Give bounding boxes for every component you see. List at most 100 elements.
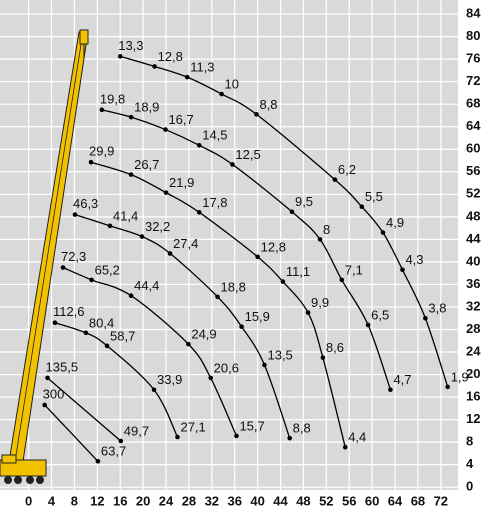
load-point [175, 435, 180, 440]
load-label: 12,8 [158, 49, 183, 64]
x-tick-label: 0 [25, 493, 32, 508]
boom-head [80, 30, 88, 44]
load-point [84, 331, 89, 336]
load-label: 1,9 [451, 369, 469, 384]
y-tick-label: 48 [466, 208, 480, 223]
x-tick-label: 48 [296, 493, 310, 508]
load-label: 33,9 [157, 372, 182, 387]
load-label: 13,5 [267, 347, 292, 362]
load-label: 44,4 [134, 278, 159, 293]
y-tick-label: 60 [466, 141, 480, 156]
load-label: 32,2 [145, 219, 170, 234]
load-label: 12,8 [261, 239, 286, 254]
load-label: 58,7 [110, 328, 135, 343]
load-label: 8,8 [293, 421, 311, 436]
x-tick-label: 12 [90, 493, 104, 508]
load-point [262, 363, 267, 368]
load-label: 8,6 [326, 340, 344, 355]
load-point [45, 376, 50, 381]
y-tick-label: 84 [466, 6, 481, 21]
load-point [360, 204, 365, 209]
load-point [140, 234, 145, 239]
load-label: 29,9 [89, 144, 114, 159]
load-label: 7,1 [345, 262, 363, 277]
load-label: 21,9 [169, 175, 194, 190]
wheel [36, 476, 44, 484]
x-tick-label: 72 [434, 493, 448, 508]
load-point [96, 459, 101, 464]
load-point [219, 92, 224, 97]
y-tick-label: 28 [466, 321, 480, 336]
load-point [208, 376, 213, 381]
load-point [290, 209, 295, 214]
load-point [230, 162, 235, 167]
y-tick-label: 80 [466, 28, 480, 43]
y-tick-label: 52 [466, 186, 480, 201]
load-label: 4,4 [348, 430, 366, 445]
load-point [400, 267, 405, 272]
x-tick-label: 16 [113, 493, 127, 508]
load-label: 46,3 [73, 196, 98, 211]
load-label: 4,3 [405, 252, 423, 267]
load-point [53, 320, 58, 325]
load-label: 18,8 [221, 279, 246, 294]
load-point [197, 210, 202, 215]
load-label: 26,7 [134, 157, 159, 172]
load-point [215, 295, 220, 300]
load-label: 5,5 [365, 189, 383, 204]
x-tick-label: 20 [136, 493, 150, 508]
load-label: 15,9 [245, 309, 270, 324]
load-label: 9,5 [295, 194, 313, 209]
load-label: 41,4 [113, 208, 138, 223]
load-point [61, 265, 66, 270]
load-label: 112,6 [53, 304, 85, 319]
load-point [381, 230, 386, 235]
load-point [100, 108, 105, 113]
load-point [287, 436, 292, 441]
load-point [168, 251, 173, 256]
y-tick-label: 32 [466, 298, 480, 313]
load-label: 14,5 [202, 128, 227, 143]
load-point [234, 434, 239, 439]
wheel [4, 476, 12, 484]
load-label: 49,7 [124, 423, 149, 438]
load-label: 13,3 [118, 38, 143, 53]
load-point [388, 387, 393, 392]
load-label: 65,2 [95, 262, 120, 277]
load-label: 18,9 [134, 100, 159, 115]
x-tick-label: 68 [411, 493, 425, 508]
load-point [186, 342, 191, 347]
load-label: 16,7 [168, 112, 193, 127]
load-point [185, 75, 190, 80]
load-point [129, 293, 134, 298]
x-tick-label: 28 [182, 493, 196, 508]
load-point [281, 279, 286, 284]
load-point [239, 324, 244, 329]
y-tick-label: 4 [466, 456, 474, 471]
x-tick-label: 8 [71, 493, 78, 508]
load-point [333, 177, 338, 182]
load-point [255, 255, 260, 260]
load-label: 27,1 [180, 419, 205, 434]
load-label: 8,8 [259, 97, 277, 112]
load-label: 8 [323, 222, 330, 237]
y-tick-label: 16 [466, 389, 480, 404]
load-label: 4,7 [393, 372, 411, 387]
load-label: 20,6 [214, 360, 239, 375]
load-point [163, 127, 168, 132]
load-label: 4,9 [386, 215, 404, 230]
plot-background [0, 0, 458, 490]
x-tick-label: 24 [159, 493, 174, 508]
x-tick-label: 4 [48, 493, 56, 508]
x-tick-label: 44 [273, 493, 288, 508]
cab [2, 455, 16, 463]
load-label: 10 [225, 76, 239, 91]
load-point [105, 344, 110, 349]
load-point [321, 355, 326, 360]
y-tick-label: 36 [466, 276, 480, 291]
y-tick-label: 72 [466, 73, 480, 88]
load-point [73, 212, 78, 217]
load-label: 11,3 [190, 60, 214, 75]
y-tick-label: 8 [466, 434, 473, 449]
load-point [339, 278, 344, 283]
